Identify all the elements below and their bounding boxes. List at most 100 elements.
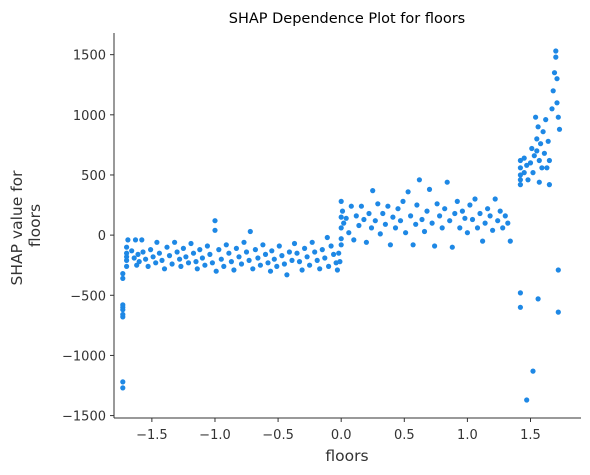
data-point (437, 213, 443, 219)
data-point (338, 198, 344, 204)
data-point (553, 48, 559, 54)
data-point (346, 230, 352, 236)
data-point (255, 255, 261, 261)
data-point (326, 263, 332, 269)
data-point (536, 179, 542, 185)
data-point (188, 240, 194, 247)
data-point (252, 247, 258, 253)
data-point (477, 210, 483, 217)
data-point (153, 260, 159, 266)
data-point (505, 220, 511, 226)
data-point (517, 182, 524, 188)
data-point (502, 213, 508, 219)
data-point (199, 255, 205, 261)
y-tick-label: 0 (98, 229, 106, 244)
x-tick-label: 1.0 (457, 428, 478, 443)
data-point (416, 177, 422, 183)
data-point (132, 237, 139, 243)
data-point (161, 266, 168, 272)
data-point (120, 314, 126, 320)
data-point (527, 160, 534, 166)
data-point (334, 267, 340, 273)
data-point (413, 221, 419, 227)
data-point (517, 290, 524, 296)
y-tick-label: 1500 (73, 49, 106, 64)
data-point (337, 259, 343, 265)
data-point (524, 162, 530, 168)
data-point (246, 257, 252, 263)
x-axis-label: floors (325, 447, 368, 465)
data-point (541, 150, 548, 156)
data-point (457, 225, 463, 231)
data-point (190, 250, 197, 256)
data-point (387, 242, 393, 248)
data-point (534, 136, 540, 142)
data-point (480, 238, 486, 244)
data-point (358, 203, 364, 209)
data-point (348, 203, 354, 209)
data-point (392, 225, 399, 231)
data-point (131, 255, 137, 261)
data-point (524, 397, 530, 403)
data-point (363, 239, 369, 245)
data-point (485, 206, 491, 212)
data-point (500, 225, 506, 231)
data-point (338, 236, 344, 242)
data-point (492, 196, 498, 202)
data-point (322, 255, 328, 261)
data-point (120, 385, 126, 391)
data-point (148, 247, 154, 253)
x-tick-label: −1.0 (199, 428, 231, 443)
data-point (228, 259, 234, 265)
data-point (535, 296, 541, 302)
data-point (544, 165, 550, 171)
data-point (361, 216, 367, 223)
data-point (185, 260, 192, 266)
x-tick-label: 0.0 (331, 428, 352, 443)
data-point (533, 114, 539, 120)
data-point (490, 227, 496, 233)
data-point (156, 250, 162, 256)
data-point (209, 260, 215, 266)
data-point (538, 141, 544, 147)
data-point (166, 253, 173, 259)
points-layer (120, 48, 563, 403)
data-point (279, 253, 285, 259)
data-point (395, 206, 401, 212)
data-point (530, 170, 536, 176)
data-point (216, 247, 222, 253)
y-tick-label: −1000 (62, 349, 106, 364)
data-point (309, 239, 315, 245)
data-point (312, 249, 318, 255)
data-point (250, 266, 256, 272)
data-point (319, 247, 325, 253)
data-point (444, 179, 450, 185)
data-point (241, 239, 247, 245)
data-point (495, 218, 501, 224)
data-point (260, 242, 266, 248)
data-point (262, 251, 269, 257)
data-point (193, 259, 199, 265)
data-point (535, 124, 541, 130)
data-point (517, 304, 524, 310)
data-point (454, 198, 460, 204)
data-point (543, 117, 549, 123)
data-point (291, 240, 298, 247)
data-point (390, 214, 396, 220)
data-point (553, 54, 559, 60)
data-point (124, 257, 130, 263)
data-point (136, 259, 142, 265)
data-point (482, 220, 488, 226)
data-point (213, 268, 219, 274)
data-point (529, 145, 535, 152)
y-tick-label: −500 (70, 289, 106, 304)
data-point (140, 249, 146, 255)
data-point (452, 210, 458, 217)
data-point (150, 254, 156, 260)
data-point (271, 256, 277, 262)
data-point (467, 202, 473, 208)
data-point (204, 243, 210, 249)
data-point (555, 114, 561, 120)
data-point (143, 256, 149, 262)
data-point (539, 165, 545, 171)
